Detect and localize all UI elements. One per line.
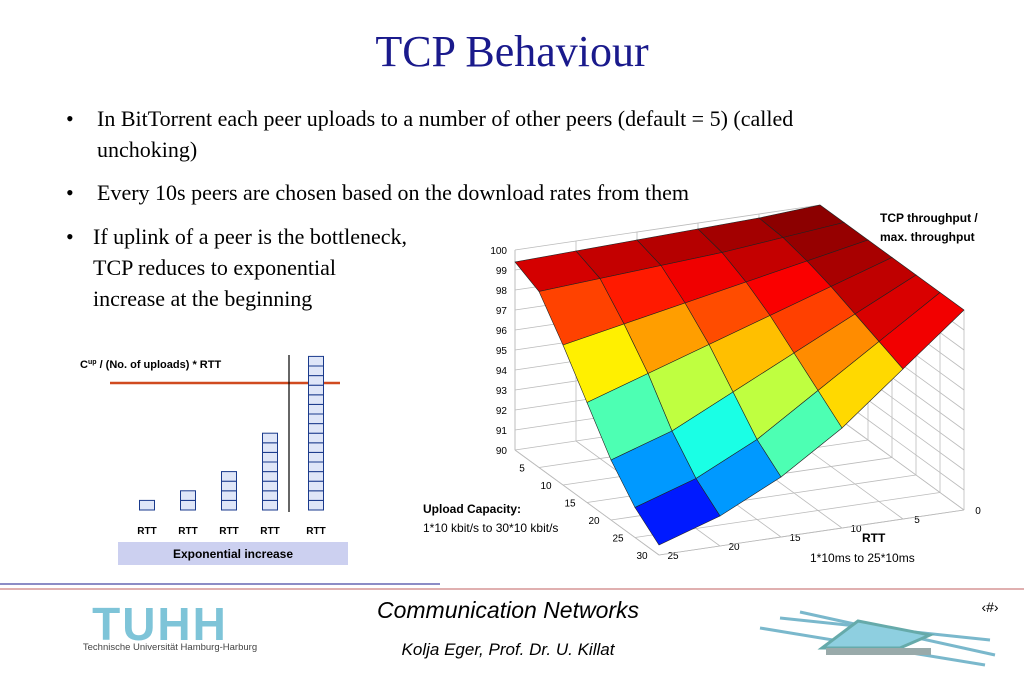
bullet-dot: • — [66, 106, 74, 131]
bullet-text: increase at the beginning — [93, 286, 312, 311]
block — [308, 490, 324, 501]
block — [262, 471, 278, 482]
x-tick-label: 15 — [564, 499, 576, 510]
block — [221, 490, 237, 501]
exponential-diagram: Exponential increase Cup / (No. of uploa… — [80, 355, 348, 565]
z-tick-label: 99 — [496, 266, 508, 277]
block — [308, 355, 324, 367]
z-tick-label: 95 — [496, 346, 508, 357]
z-tick-label: 100 — [490, 246, 507, 257]
x-label: RTT — [306, 526, 325, 537]
axis-label: TCP throughput / — [880, 211, 978, 225]
x-tick-label: 10 — [540, 481, 552, 492]
block — [308, 499, 324, 511]
decoration — [759, 610, 996, 667]
university: Technische Universität Hamburg-Harburg — [83, 642, 257, 653]
axis-line — [658, 509, 965, 556]
block — [308, 461, 324, 473]
block — [139, 499, 155, 511]
block — [308, 442, 324, 453]
axis-label: max. throughput — [880, 230, 975, 244]
z-tick-label: 98 — [496, 286, 508, 297]
caption-box — [118, 542, 348, 565]
bullet-dot: • — [66, 224, 74, 249]
caption: Exponential increase — [173, 547, 293, 561]
block — [262, 480, 278, 492]
block — [308, 403, 324, 415]
x-label: RTT — [178, 526, 197, 537]
x-label: RTT — [219, 526, 238, 537]
block — [308, 471, 324, 482]
y-tick-label: 10 — [850, 524, 862, 535]
block — [180, 490, 196, 501]
z-tick-label: 91 — [496, 426, 508, 437]
bullet-text: unchoking) — [97, 137, 197, 162]
block — [262, 490, 278, 501]
block — [308, 365, 324, 377]
y-tick-label: 15 — [789, 533, 801, 544]
axis-label: RTT — [862, 531, 886, 545]
logo: TUHH — [92, 598, 228, 650]
x-label: RTT — [260, 526, 279, 537]
z-tick-label: 93 — [496, 386, 508, 397]
block — [221, 480, 237, 492]
axis-label: Upload Capacity: — [423, 502, 521, 516]
y-tick-label: 20 — [728, 542, 740, 553]
block — [308, 451, 324, 463]
block — [262, 442, 278, 453]
block — [262, 499, 278, 511]
bullets: • In BitTorrent each peer uploads to a nu… — [66, 106, 793, 311]
sup: up — [88, 359, 97, 366]
block — [308, 480, 324, 492]
axis-label: 1*10ms to 25*10ms — [810, 551, 915, 565]
title: TCP Behaviour — [375, 27, 649, 76]
authors: Kolja Eger, Prof. Dr. U. Killat — [402, 640, 616, 659]
x-label: RTT — [137, 526, 156, 537]
block — [221, 471, 237, 482]
block — [180, 499, 196, 511]
block — [308, 375, 324, 386]
page-number: ‹#› — [981, 599, 998, 615]
x-tick-label: 5 — [519, 464, 525, 475]
block — [221, 499, 237, 511]
y-tick-label: 25 — [667, 551, 679, 562]
axis-line — [514, 449, 660, 556]
block — [308, 423, 324, 434]
footer: TUHH Technische Universität Hamburg-Harb… — [0, 583, 1024, 667]
z-tick-label: 97 — [496, 306, 508, 317]
block — [308, 394, 324, 405]
x-tick-label: 25 — [612, 534, 624, 545]
z-tick-label: 94 — [496, 366, 508, 377]
block — [262, 432, 278, 444]
c: C — [80, 359, 88, 371]
block — [308, 432, 324, 444]
block — [308, 413, 324, 425]
block — [308, 384, 324, 396]
bullet-text: If uplink of a peer is the bottleneck, — [93, 224, 407, 249]
y-tick-label: 5 — [914, 515, 920, 526]
axis-label: 1*10 kbit/s to 30*10 kbit/s — [423, 521, 558, 535]
grid-line — [514, 204, 821, 251]
bullet-text: In BitTorrent each peer uploads to a num… — [97, 106, 793, 131]
block — [262, 461, 278, 473]
course: Communication Networks — [377, 597, 640, 623]
z-tick-label: 96 — [496, 326, 508, 337]
rest: / (No. of uploads) * RTT — [97, 359, 222, 371]
block — [262, 451, 278, 463]
x-tick-label: 20 — [588, 516, 600, 527]
y-tick-label: 0 — [975, 506, 981, 517]
surface-patch — [634, 478, 721, 546]
z-tick-label: 92 — [496, 406, 508, 417]
threshold-label: Cup / (No. of uploads) * RTT — [80, 359, 221, 371]
x-tick-label: 30 — [636, 551, 648, 562]
bullet-text: TCP reduces to exponential — [93, 255, 336, 280]
z-tick-label: 90 — [496, 446, 508, 457]
bullet-text: Every 10s peers are chosen based on the … — [97, 180, 689, 205]
bullet-dot: • — [66, 180, 74, 205]
